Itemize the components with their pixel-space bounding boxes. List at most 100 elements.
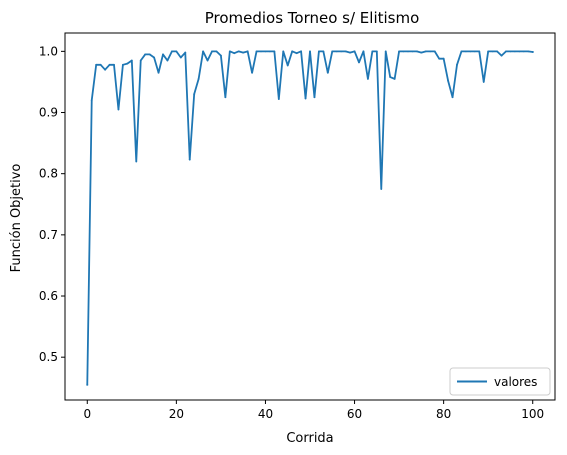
data-point: [407, 50, 409, 53]
data-point: [260, 50, 262, 53]
data-point: [514, 50, 516, 53]
data-point: [456, 63, 458, 66]
y-axis-label: Función Objetivo: [9, 164, 24, 273]
data-point: [139, 59, 142, 62]
data-point: [228, 50, 231, 53]
x-tick-label: 100: [521, 407, 544, 421]
data-point: [122, 63, 124, 66]
y-tick-label: 0.7: [39, 228, 58, 242]
data-point: [491, 50, 494, 53]
data-point: [353, 50, 356, 53]
data-point: [206, 59, 209, 62]
data-point: [322, 50, 325, 53]
data-point: [469, 50, 472, 53]
data-point: [157, 71, 160, 74]
data-point: [527, 50, 530, 53]
data-point: [531, 51, 534, 53]
data-point: [269, 50, 271, 53]
data-point: [291, 50, 294, 53]
data-point: [233, 52, 236, 55]
data-point: [211, 50, 213, 53]
data-point: [433, 50, 436, 53]
data-point: [340, 50, 343, 53]
data-point: [242, 51, 245, 54]
data-point: [184, 51, 187, 54]
data-point: [496, 50, 498, 53]
x-axis-label: Corrida: [286, 431, 333, 446]
data-point: [478, 50, 481, 53]
data-point: [313, 96, 316, 99]
data-point: [335, 50, 338, 53]
data-point: [246, 50, 249, 53]
data-point: [188, 158, 191, 161]
data-point: [318, 50, 320, 53]
data-point: [286, 64, 289, 67]
data-point: [126, 62, 129, 65]
data-point: [264, 50, 267, 53]
data-point: [380, 188, 383, 190]
data-point: [473, 50, 476, 53]
data-point: [438, 57, 441, 60]
data-point: [358, 61, 360, 64]
data-point: [460, 50, 463, 53]
data-point: [442, 57, 445, 60]
chart-title: Promedios Torneo s/ Elitismo: [205, 9, 420, 27]
data-point: [135, 160, 138, 163]
data-point: [179, 56, 182, 59]
data-point: [429, 50, 432, 53]
x-tick-label: 60: [347, 407, 362, 421]
data-point: [162, 53, 164, 56]
data-point: [384, 50, 387, 53]
data-point: [117, 108, 120, 111]
legend: valores: [449, 367, 551, 396]
data-point: [99, 63, 102, 66]
data-point: [171, 50, 173, 53]
data-point: [451, 96, 454, 99]
data-point: [175, 50, 178, 53]
data-point: [398, 50, 400, 53]
data-point: [393, 77, 396, 80]
data-point: [237, 50, 240, 53]
data-point: [465, 50, 467, 53]
data-point: [424, 50, 427, 53]
data-point: [402, 50, 405, 53]
data-point: [411, 50, 414, 53]
plot-area: 0 20 40 60 80 100 0.5 0.6 0.7 0.8 0.9 1.0: [39, 32, 556, 421]
data-point: [255, 50, 258, 53]
data-point: [295, 52, 298, 55]
data-point: [300, 50, 302, 53]
data-point: [130, 59, 133, 62]
data-point: [113, 63, 115, 66]
data-point: [344, 50, 347, 53]
data-point: [86, 383, 89, 386]
data-point: [416, 50, 418, 53]
data-point: [367, 77, 369, 80]
data-point: [487, 50, 490, 53]
data-point: [362, 50, 365, 53]
data-point: [304, 97, 307, 100]
data-point: [505, 50, 507, 53]
y-tick-label: 0.8: [39, 167, 58, 181]
x-tick-label: 40: [258, 407, 273, 421]
data-point: [371, 50, 374, 53]
data-point: [420, 51, 423, 54]
data-point: [349, 51, 351, 54]
data-point: [282, 50, 285, 53]
data-point: [90, 99, 93, 102]
data-point: [482, 81, 485, 83]
data-point: [251, 71, 253, 74]
y-tick-label: 0.9: [39, 106, 58, 120]
data-point: [215, 50, 218, 53]
x-tick-label: 80: [436, 407, 451, 421]
data-point: [375, 50, 378, 53]
y-tick-label: 0.5: [39, 350, 58, 364]
data-point: [153, 56, 155, 59]
data-point: [522, 50, 525, 53]
data-point: [108, 63, 111, 66]
data-point: [95, 63, 98, 66]
data-point: [166, 59, 169, 62]
data-point: [500, 54, 503, 57]
data-point: [447, 79, 449, 82]
data-point: [389, 76, 392, 78]
